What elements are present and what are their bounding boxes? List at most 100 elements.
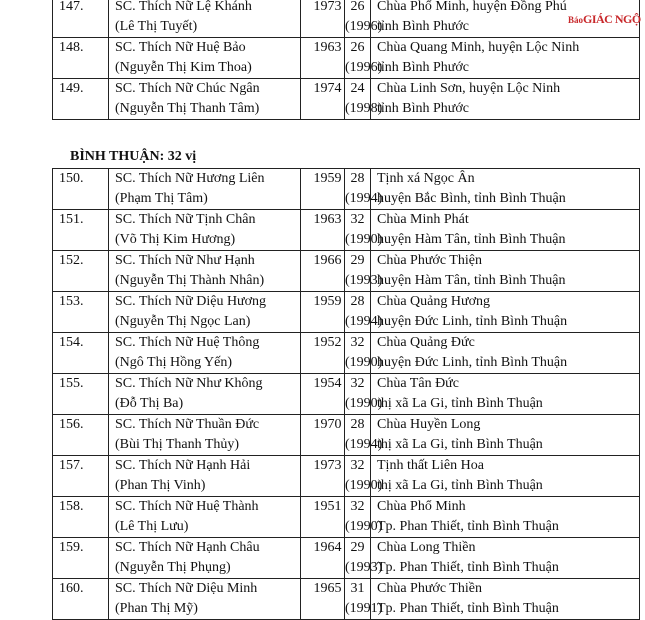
number-text: 151. (59, 212, 84, 227)
age-cell: 28 (1994) (344, 168, 382, 210)
age-text: 32 (350, 335, 365, 350)
age-text: (1991) (345, 601, 383, 616)
name-text: SC. Thích Nữ Diệu Minh (115, 581, 258, 596)
age-text: (1994) (345, 437, 383, 452)
table-row: 149. SC. Thích Nữ Chúc Ngân (Nguyễn Thị Th… (52, 78, 640, 120)
watermark-large: GIÁC NGỘ (583, 12, 641, 26)
address-text: huyện Bắc Bình, tỉnh Bình Thuận (377, 191, 566, 206)
number-cell: 149. (52, 78, 109, 120)
age-cell: 29 (1993) (344, 537, 382, 579)
year-cell: 1963 (300, 37, 345, 79)
year-text: 1952 (313, 335, 342, 350)
address-text: Chùa Phổ Minh, huyện Đồng Phú (377, 0, 567, 14)
age-text: 32 (350, 458, 365, 473)
address-cell: Chùa Quang Minh, huyện Lộc Ninh tỉnh Bình… (370, 37, 640, 79)
age-text: 24 (350, 81, 365, 96)
name-cell: SC. Thích Nữ Thuần Đức (Bùi Thị Thanh Thủ… (108, 414, 301, 456)
year-cell: 1951 (300, 496, 345, 538)
year-cell: 1965 (300, 578, 345, 620)
number-cell: 159. (52, 537, 109, 579)
age-text: 29 (350, 540, 365, 555)
address-text: Chùa Minh Phát (377, 212, 469, 227)
name-cell: SC. Thích Nữ Tịnh Chân (Võ Thị Kim Hương) (108, 209, 301, 251)
table-row: 154. SC. Thích Nữ Huệ Thông (Ngô Thị Hồng … (52, 332, 640, 374)
age-text: 32 (350, 212, 365, 227)
address-text: tỉnh Bình Phước (377, 60, 469, 75)
name-cell: SC. Thích Nữ Diệu Hương (Nguyễn Thị Ngọc … (108, 291, 301, 333)
year-text: 1964 (313, 540, 342, 555)
age-cell: 32 (1990) (344, 373, 382, 415)
name-cell: SC. Thích Nữ Hương Liên (Phạm Thị Tâm) (108, 168, 301, 210)
year-cell: 1966 (300, 250, 345, 292)
age-text: (1990) (345, 232, 383, 247)
table-row: 148. SC. Thích Nữ Huệ Bảo (Nguyễn Thị Kim … (52, 37, 640, 79)
age-cell: 28 (1994) (344, 291, 382, 333)
table-row: 152. SC. Thích Nữ Như Hạnh (Nguyễn Thị Thà… (52, 250, 640, 292)
address-text: Chùa Quảng Đức (377, 335, 475, 350)
number-text: 149. (59, 81, 84, 96)
address-text: huyện Hàm Tân, tỉnh Bình Thuận (377, 273, 566, 288)
watermark-small: Báo (568, 15, 584, 25)
name-cell: SC. Thích Nữ Hạnh Hải (Phan Thị Vinh) (108, 455, 301, 497)
name-cell: SC. Thích Nữ Chúc Ngân (Nguyễn Thị Thanh … (108, 78, 301, 120)
age-text: (1996) (345, 60, 383, 75)
age-text: 28 (350, 294, 365, 309)
name-text: SC. Thích Nữ Hạnh Hải (115, 458, 251, 473)
table-row: 158. SC. Thích Nữ Huệ Thành (Lê Thị Lưu) 19… (52, 496, 640, 538)
table-row: 157. SC. Thích Nữ Hạnh Hải (Phan Thị Vinh)… (52, 455, 640, 497)
year-text: 1959 (313, 171, 342, 186)
number-cell: 158. (52, 496, 109, 538)
address-text: Chùa Phước Thiền (377, 581, 482, 596)
number-text: 154. (59, 335, 84, 350)
table-row: 150. SC. Thích Nữ Hương Liên (Phạm Thị Tâm… (52, 168, 640, 210)
year-cell: 1974 (300, 78, 345, 120)
address-text: Chùa Tân Đức (377, 376, 459, 391)
age-text: (1990) (345, 519, 383, 534)
age-text: 32 (350, 376, 365, 391)
year-text: 1954 (313, 376, 342, 391)
name-text: (Nguyễn Thị Ngọc Lan) (115, 314, 251, 329)
table: 150. SC. Thích Nữ Hương Liên (Phạm Thị Tâm… (52, 168, 640, 620)
address-text: Chùa Long Thiền (377, 540, 476, 555)
year-text: 1959 (313, 294, 342, 309)
name-text: SC. Thích Nữ Huệ Bảo (115, 40, 246, 55)
age-text: 26 (350, 40, 365, 55)
number-cell: 148. (52, 37, 109, 79)
year-cell: 1973 (300, 455, 345, 497)
age-text: 28 (350, 171, 365, 186)
address-cell: Chùa Huyền Long thị xã La Gi, tỉnh Bình T… (370, 414, 640, 456)
name-text: (Nguyễn Thị Thanh Tâm) (115, 101, 260, 116)
number-cell: 151. (52, 209, 109, 251)
name-cell: SC. Thích Nữ Lệ Khánh (Lê Thị Tuyết) (108, 0, 301, 38)
address-cell: Chùa Phước Thiện huyện Hàm Tân, tỉnh Bình… (370, 250, 640, 292)
address-text: Chùa Phước Thiện (377, 253, 482, 268)
table-row: 156. SC. Thích Nữ Thuần Đức (Bùi Thị Thanh… (52, 414, 640, 456)
year-text: 1951 (313, 499, 342, 514)
watermark: BáoGIÁC NGỘ (568, 12, 641, 28)
age-cell: 32 (1990) (344, 455, 382, 497)
table-row: 147. SC. Thích Nữ Lệ Khánh (Lê Thị Tuyết) 1… (52, 0, 640, 38)
number-cell: 147. (52, 0, 109, 38)
address-cell: Chùa Linh Sơn, huyện Lộc Ninh tỉnh Bình P… (370, 78, 640, 120)
age-cell: 24 (1998) (344, 78, 383, 120)
age-cell: 26 (1996) (344, 37, 383, 79)
name-text: SC. Thích Nữ Tịnh Chân (115, 212, 256, 227)
name-text: SC. Thích Nữ Như Không (115, 376, 263, 391)
year-cell: 1964 (300, 537, 345, 579)
year-text: 1973 (313, 0, 342, 14)
age-cell: 29 (1993) (344, 250, 382, 292)
year-cell: 1973 (300, 0, 345, 38)
address-cell: Tịnh xá Ngọc Ân huyện Bắc Bình, tỉnh Bình… (370, 168, 640, 210)
age-text: 29 (350, 253, 365, 268)
age-text: 32 (350, 499, 365, 514)
age-cell: 26 (1996) (344, 0, 382, 38)
age-cell: 31 (1991) (344, 578, 383, 620)
name-cell: SC. Thích Nữ Huệ Thông (Ngô Thị Hồng Yến) (108, 332, 301, 374)
name-text: (Phan Thị Vinh) (115, 478, 206, 493)
name-text: SC. Thích Nữ Huệ Thông (115, 335, 260, 350)
age-text: (1998) (345, 101, 383, 116)
age-cell: 28 (1994) (344, 414, 383, 456)
year-cell: 1959 (300, 168, 345, 210)
name-cell: SC. Thích Nữ Huệ Bảo (Nguyễn Thị Kim Thoa… (108, 37, 301, 79)
